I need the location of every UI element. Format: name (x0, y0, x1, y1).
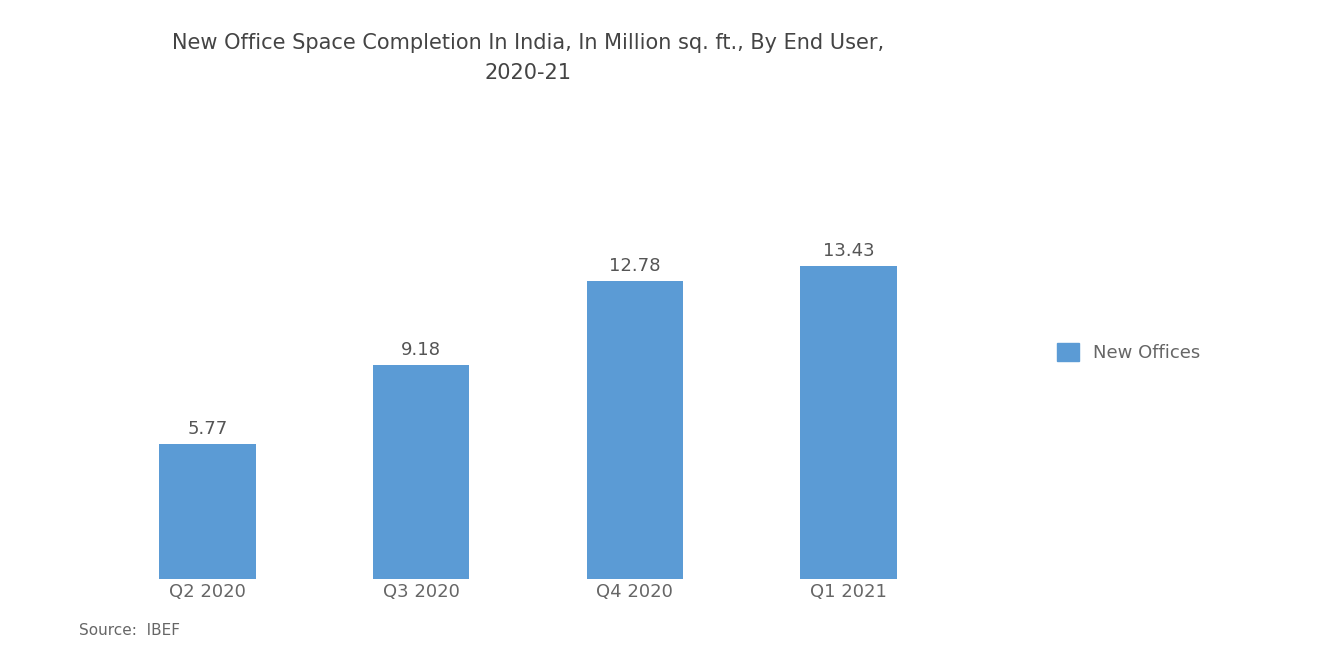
Text: Source:  IBEF: Source: IBEF (79, 623, 181, 638)
Bar (160, 444, 256, 579)
Bar (587, 281, 682, 579)
Bar (374, 365, 469, 579)
Text: 13.43: 13.43 (822, 242, 874, 260)
Text: New Office Space Completion In India, In Million sq. ft., By End User,
2020-21: New Office Space Completion In India, In… (172, 33, 884, 83)
Text: 5.77: 5.77 (187, 420, 227, 438)
Text: 9.18: 9.18 (401, 341, 441, 359)
Bar (800, 266, 896, 579)
Legend: New Offices: New Offices (1049, 336, 1208, 369)
Text: 12.78: 12.78 (609, 257, 660, 275)
